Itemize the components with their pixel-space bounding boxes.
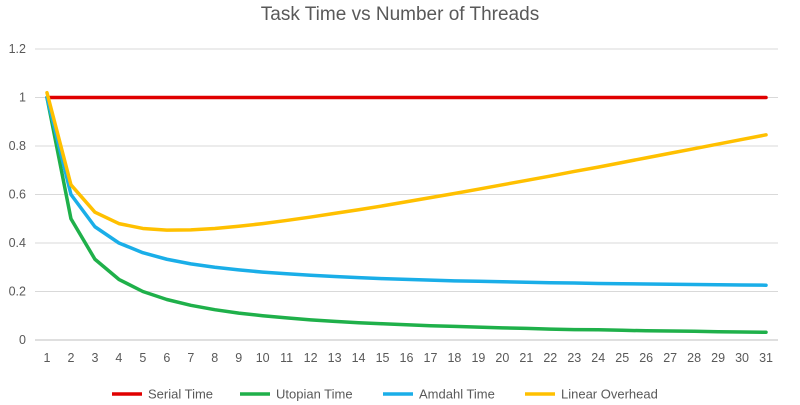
x-tick-label: 15: [376, 351, 390, 365]
x-tick-label: 31: [759, 351, 773, 365]
x-tick-label: 18: [447, 351, 461, 365]
y-tick-label: 0.8: [9, 139, 26, 153]
x-tick-label: 9: [235, 351, 242, 365]
x-tick-label: 1: [44, 351, 51, 365]
x-tick-label: 12: [304, 351, 318, 365]
x-tick-label: 21: [519, 351, 533, 365]
y-tick-label: 1: [19, 91, 26, 105]
x-tick-label: 6: [163, 351, 170, 365]
x-axis: 1 2 3 4 5 6 7 8 9 10 11 12 13 14 15 16 17 18 19 20 21 22 23 24 2…: [44, 351, 774, 365]
y-axis: 0 0.2 0.4 0.6 0.8 1 1.2: [9, 42, 26, 347]
y-tick-label: 0.4: [9, 236, 26, 250]
legend-label: Linear Overhead: [561, 387, 658, 402]
x-tick-label: 30: [735, 351, 749, 365]
x-tick-label: 3: [91, 351, 98, 365]
x-tick-label: 17: [424, 351, 438, 365]
chart-title: Task Time vs Number of Threads: [261, 4, 539, 25]
legend: Serial Time Utopian Time Amdahl Time Linear…: [112, 387, 658, 402]
legend-label: Amdahl Time: [419, 387, 495, 402]
x-tick-label: 26: [639, 351, 653, 365]
x-tick-label: 27: [663, 351, 677, 365]
series-lines: [45, 90, 768, 334]
y-tick-label: 0.2: [9, 285, 26, 299]
x-tick-label: 19: [471, 351, 485, 365]
x-tick-label: 8: [211, 351, 218, 365]
x-tick-label: 4: [115, 351, 122, 365]
x-tick-label: 10: [256, 351, 270, 365]
legend-label: Serial Time: [148, 387, 213, 402]
x-tick-label: 22: [543, 351, 557, 365]
y-tick-label: 1.2: [9, 42, 26, 56]
x-tick-label: 20: [495, 351, 509, 365]
x-tick-label: 25: [615, 351, 629, 365]
series-line-utopian-time: [45, 95, 768, 334]
x-tick-label: 24: [591, 351, 605, 365]
x-tick-label: 11: [280, 351, 293, 365]
x-tick-label: 7: [187, 351, 194, 365]
gridlines: [35, 48, 778, 341]
series-line-linear-overhead: [45, 90, 768, 232]
x-tick-label: 16: [400, 351, 414, 365]
x-tick-label: 2: [67, 351, 74, 365]
legend-label: Utopian Time: [276, 387, 353, 402]
y-tick-label: 0.6: [9, 188, 26, 202]
x-tick-label: 29: [711, 351, 725, 365]
x-tick-label: 28: [687, 351, 701, 365]
x-tick-label: 14: [352, 351, 366, 365]
x-tick-label: 23: [567, 351, 581, 365]
y-tick-label: 0: [19, 333, 26, 347]
x-tick-label: 5: [139, 351, 146, 365]
x-tick-label: 13: [328, 351, 342, 365]
series-line-amdahl-time: [45, 95, 768, 287]
